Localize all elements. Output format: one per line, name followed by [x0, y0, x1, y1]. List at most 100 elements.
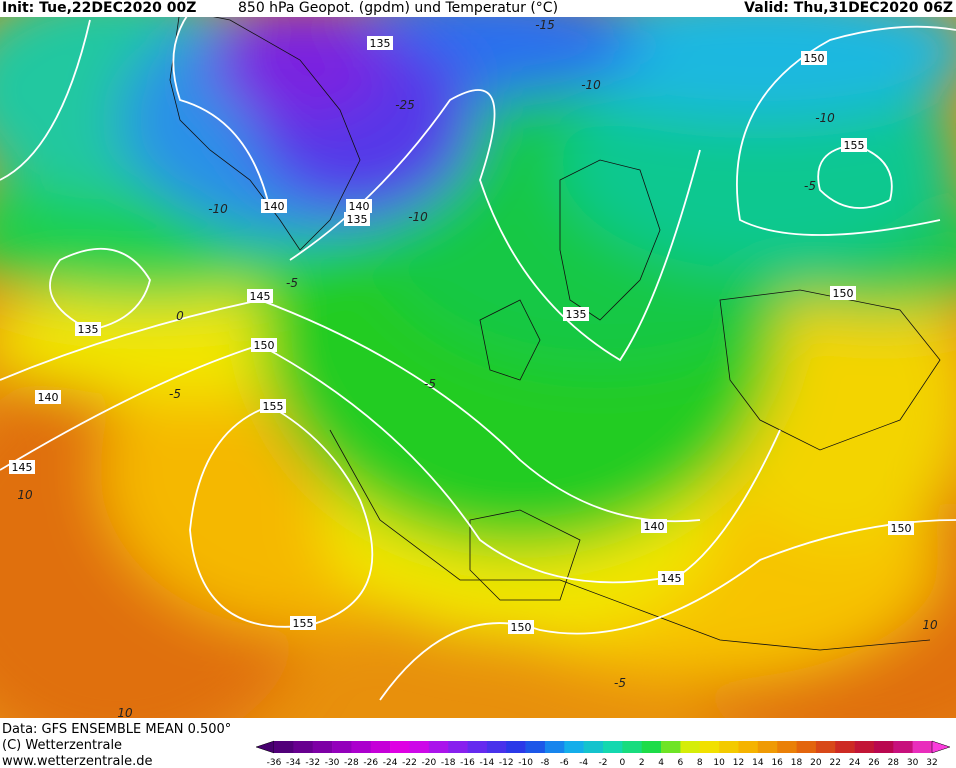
colorbar-tick-label: -32	[305, 758, 320, 768]
temperature-label: -10	[581, 78, 601, 92]
geopotential-label: 135	[347, 213, 368, 226]
colorbar-cell	[428, 741, 449, 753]
colorbar-tick-label: 22	[830, 758, 841, 768]
geopotential-label: 140	[349, 200, 370, 213]
colorbar-tick-label: 24	[849, 758, 861, 768]
colorbar-tick-label: -10	[518, 758, 533, 768]
temperature-label: 0	[176, 309, 184, 323]
colorbar-tick-label: 8	[697, 758, 703, 768]
geopotential-label: 135	[370, 37, 391, 50]
label-box	[641, 519, 667, 533]
temperature-label: -15	[535, 18, 555, 32]
colorbar-cell	[351, 741, 372, 753]
colorbar-cell	[893, 741, 913, 753]
temperature-label: -5	[614, 676, 626, 690]
colorbar: -36 -34 -32 -30 -28 -26 -24 -22 -20 -18 -16 -14 -12-…	[255, 740, 951, 768]
temperature-labels: -15 -10 -25 -10 -10 -10 -5 0 -5 -5 -5 10 10 -5 10	[17, 18, 938, 720]
map-title: 850 hPa Geopot. (gpdm) und Temperatur (°…	[238, 0, 558, 16]
colorbar-cell	[583, 741, 604, 753]
temperature-label: -5	[286, 276, 298, 290]
label-box	[290, 616, 316, 630]
temperature-label: 10	[117, 706, 133, 720]
temperature-label: -10	[408, 210, 428, 224]
colorbar-tick-label: -24	[383, 758, 398, 768]
colorbar-tick-label: -12	[499, 758, 514, 768]
label-box	[344, 212, 370, 226]
colorbar-cell	[757, 741, 778, 753]
colorbar-cell	[448, 741, 468, 753]
colorbar-cell	[835, 741, 855, 753]
geopotential-label: 145	[250, 290, 271, 303]
colorbar-tick-label: 20	[810, 758, 822, 768]
valid-time: Valid: Thu,31DEC2020 06Z	[744, 0, 953, 16]
colorbar-tick-label: -36	[267, 758, 282, 768]
colorbar-cell	[506, 741, 526, 753]
init-time: Init: Tue,22DEC2020 00Z	[2, 0, 196, 16]
geopotential-label: 150	[891, 522, 912, 535]
geopotential-label: 150	[804, 52, 825, 65]
colorbar-cell	[815, 741, 836, 753]
colorbar-cell	[854, 741, 875, 753]
colorbar-cell	[544, 741, 565, 753]
geopotential-label: 140	[38, 391, 59, 404]
colorbar-tick-label: -28	[344, 758, 359, 768]
colorbar-tick-label: 16	[771, 758, 783, 768]
geopotential-label: 145	[661, 572, 682, 585]
geopotential-label: 155	[844, 139, 865, 152]
colorbar-tick-label: 0	[619, 758, 625, 768]
label-box	[346, 199, 372, 213]
colorbar-tick-label: -26	[363, 758, 378, 768]
colorbar-tick-label: 30	[907, 758, 919, 768]
geopotential-contours	[0, 0, 956, 701]
geopotential-label: 140	[644, 520, 665, 533]
geopotential-label: 155	[263, 400, 284, 413]
label-box	[247, 289, 273, 303]
colorbar-cell	[622, 741, 643, 753]
colorbar-cell	[680, 741, 701, 753]
geopotential-label: 135	[566, 308, 587, 321]
colorbar-tick-label: -30	[325, 758, 340, 768]
colorbar-cell	[912, 741, 933, 753]
label-box	[801, 51, 827, 65]
temperature-label: -5	[169, 387, 181, 401]
colorbar-tick-label: 32	[926, 758, 937, 768]
colorbar-tick-label: -18	[441, 758, 456, 768]
colorbar-tick-label: -34	[286, 758, 301, 768]
colorbar-cell	[719, 741, 739, 753]
colorbar-cell	[467, 741, 488, 753]
geopotential-label: 145	[12, 461, 33, 474]
colorbar-tick-label: -14	[480, 758, 495, 768]
geopotential-label: 150	[511, 621, 532, 634]
label-box	[251, 338, 277, 352]
colorbar-tick-label: -8	[540, 758, 549, 768]
copyright: (C) Wetterzentrale	[2, 738, 122, 753]
colorbar-cell	[796, 741, 817, 753]
colorbar-cell	[777, 741, 797, 753]
data-source: Data: GFS ENSEMBLE MEAN 0.500°	[2, 722, 231, 737]
colorbar-cell	[390, 741, 410, 753]
label-box	[75, 322, 101, 336]
colorbar-tick-label: 4	[658, 758, 664, 768]
colorbar-high-end	[931, 740, 951, 754]
geopotential-label: 140	[264, 200, 285, 213]
colorbar-cell	[603, 741, 623, 753]
label-box	[261, 199, 287, 213]
temperature-label: -10	[815, 111, 835, 125]
colorbar-cell	[661, 741, 681, 753]
colorbar-cell	[486, 741, 507, 753]
header-band	[0, 0, 956, 17]
colorbar-tick-label: 2	[639, 758, 645, 768]
colorbar-tick-label: 18	[791, 758, 803, 768]
label-box	[841, 138, 867, 152]
label-box	[563, 307, 589, 321]
colorbar-cell	[312, 741, 333, 753]
geopotential-label: 155	[293, 617, 314, 630]
temperature-label: 10	[17, 488, 33, 502]
colorbar-tick-label: -22	[402, 758, 417, 768]
temperature-label: 10	[922, 618, 938, 632]
geopotential-label: 150	[833, 287, 854, 300]
temperature-label: -10	[208, 202, 228, 216]
colorbar-cell	[332, 741, 352, 753]
